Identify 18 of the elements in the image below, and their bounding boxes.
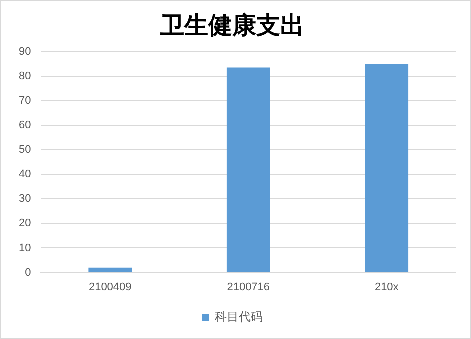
x-tick-label: 2100409 — [88, 281, 132, 294]
y-tick-label: 20 — [18, 218, 32, 230]
bar — [365, 64, 409, 272]
y-tick-label: 50 — [18, 144, 32, 156]
y-tick-label: 60 — [18, 120, 32, 132]
y-tick-label: 80 — [18, 70, 32, 82]
y-tick-label: 70 — [18, 94, 32, 107]
bar — [88, 268, 132, 272]
x-tick-label: 2100716 — [227, 281, 270, 294]
y-tick-label: 30 — [18, 193, 32, 206]
y-tick-label: 40 — [18, 168, 32, 181]
y-tick-label: 0 — [25, 266, 32, 279]
legend-label: 科目代码 — [215, 310, 263, 324]
y-tick-label: 90 — [18, 46, 32, 58]
y-tick-label: 10 — [18, 242, 32, 254]
x-tick-label: 210x — [374, 281, 400, 294]
bar — [226, 68, 270, 272]
chart-title: 卫生健康支出 — [160, 12, 304, 40]
